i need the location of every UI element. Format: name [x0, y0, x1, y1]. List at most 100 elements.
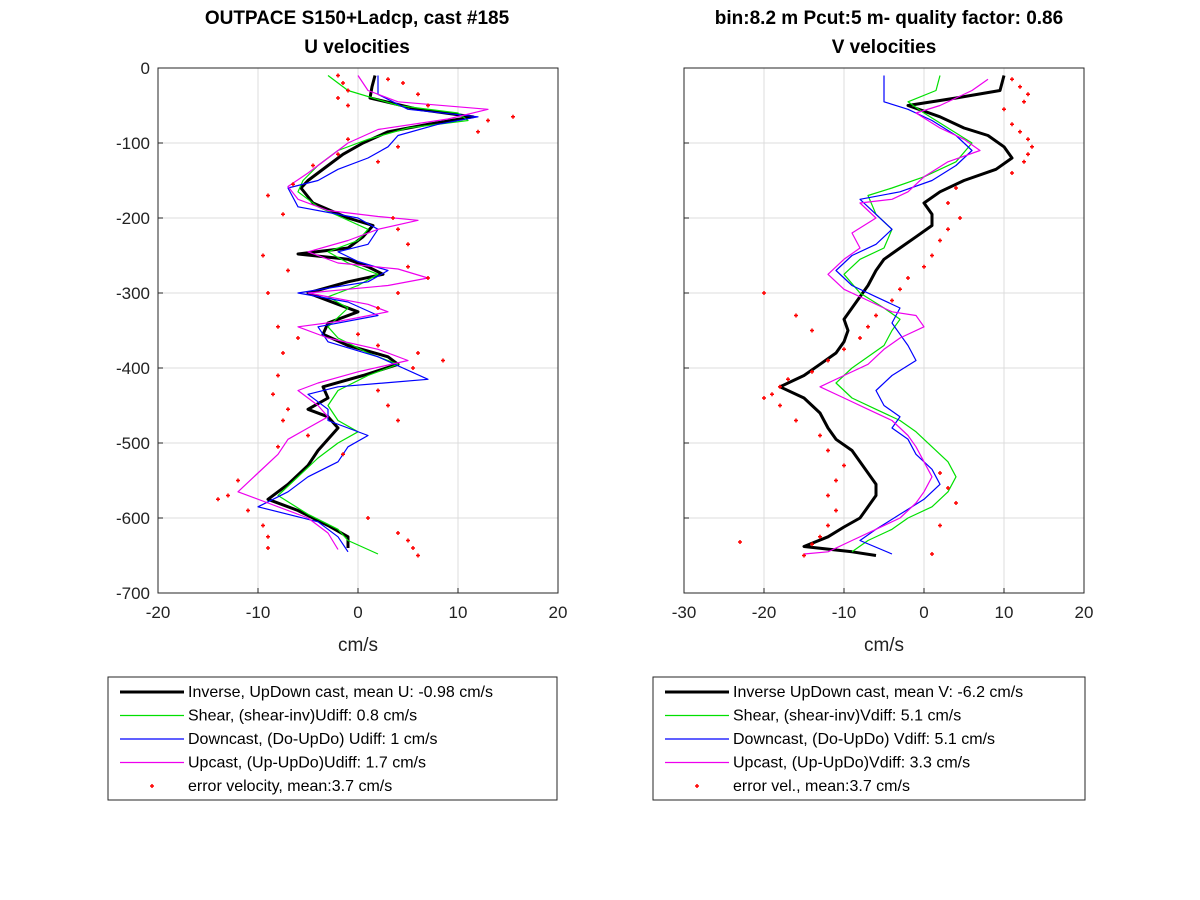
- v-error-velocity-point: [826, 493, 830, 498]
- v-error-velocity-point: [834, 508, 838, 513]
- u-legend-label-0: Inverse, UpDown cast, mean U: -0.98 cm/s: [188, 684, 493, 701]
- u-error-velocity-point: [396, 531, 400, 535]
- u-error-velocity-point: [336, 152, 340, 157]
- v-error-velocity-point: [1026, 137, 1030, 142]
- v-error-velocity-point: [1018, 129, 1022, 134]
- u-error-velocity-point: [416, 553, 420, 558]
- u-error-velocity-point: [416, 92, 420, 97]
- u-error-velocity-point: [376, 388, 380, 393]
- v-error-velocity-point: [866, 324, 870, 329]
- v-error-velocity-point: [778, 384, 782, 389]
- u-y-tick-label: -300: [116, 284, 150, 303]
- v-x-axis-label: cm/s: [864, 635, 904, 656]
- v-error-velocity-point: [954, 186, 958, 190]
- u-error-velocity-point: [266, 291, 270, 295]
- u-x-tick-label: 20: [549, 603, 568, 622]
- v-error-velocity-point: [818, 433, 822, 438]
- u-error-velocity-point: [396, 418, 400, 423]
- u-y-tick-label: -600: [116, 509, 150, 528]
- v-legend-marker-4: [695, 784, 699, 788]
- u-error-velocity-point: [486, 118, 490, 123]
- v-legend-label-3: Upcast, (Up-UpDo)Vdiff: 3.3 cm/s: [733, 755, 970, 772]
- u-error-velocity-point: [286, 268, 290, 273]
- u-y-tick-label: -400: [116, 359, 150, 378]
- u-error-velocity-point: [346, 103, 350, 108]
- v-error-velocity-point: [1010, 171, 1014, 175]
- v-error-velocity-point: [786, 377, 790, 382]
- u-error-velocity-point: [346, 88, 350, 93]
- u-error-velocity-point: [281, 351, 285, 355]
- v-chart-subtitle: V velocities: [832, 37, 937, 58]
- u-error-velocity-point: [386, 77, 390, 82]
- u-y-tick-label: -200: [116, 209, 150, 228]
- u-legend-label-4: error velocity, mean:3.7 cm/s: [188, 778, 392, 795]
- v-x-tick-label: -30: [672, 603, 697, 622]
- u-legend-label-1: Shear, (shear-inv)Udiff: 0.8 cm/s: [188, 708, 417, 725]
- v-error-velocity-point: [826, 358, 830, 363]
- u-series-layer: [216, 73, 515, 558]
- u-error-velocity-point: [396, 144, 400, 149]
- v-error-velocity-point: [818, 534, 822, 539]
- v-error-velocity-point: [930, 253, 934, 258]
- u-error-velocity-point: [236, 478, 240, 483]
- u-error-velocity-point: [336, 96, 340, 100]
- u-error-velocity-point: [346, 137, 350, 142]
- u-legend-label-2: Downcast, (Do-UpDo) Udiff: 1 cm/s: [188, 731, 438, 748]
- v-error-velocity-point: [1022, 159, 1026, 164]
- u-error-velocity-point: [276, 373, 280, 378]
- u-error-velocity-point: [261, 253, 265, 258]
- v-error-velocity-point: [762, 396, 766, 400]
- u-error-velocity-point: [281, 418, 285, 423]
- u-error-velocity-point: [396, 291, 400, 295]
- u-x-tick-label: -20: [146, 603, 171, 622]
- u-error-velocity-point: [341, 452, 345, 457]
- v-series-3-line: [803, 78, 989, 555]
- v-error-velocity-point: [898, 287, 902, 292]
- u-y-tick-label: -500: [116, 434, 150, 453]
- v-plot-frame: [683, 67, 1085, 594]
- v-error-velocity-point: [834, 478, 838, 483]
- v-error-velocity-point: [794, 313, 798, 318]
- u-y-tick-label: -100: [116, 134, 150, 153]
- v-error-velocity-point: [946, 227, 950, 232]
- u-series-4-markers: [216, 73, 515, 558]
- v-series-4-markers: [738, 77, 1034, 558]
- v-x-tick-label: -10: [832, 603, 857, 622]
- v-chart-title: bin:8.2 m Pcut:5 m- quality factor: 0.86: [715, 8, 1063, 29]
- u-error-velocity-point: [406, 264, 410, 269]
- v-error-velocity-point: [906, 276, 910, 280]
- v-error-velocity-point: [762, 291, 766, 295]
- u-series-2-line: [257, 75, 479, 553]
- v-error-velocity-point: [778, 403, 782, 408]
- v-error-velocity-point: [826, 523, 830, 528]
- v-x-tick-label: 20: [1075, 603, 1094, 622]
- u-error-velocity-point: [306, 433, 310, 438]
- u-x-tick-label: 0: [353, 603, 362, 622]
- u-error-velocity-point: [276, 444, 280, 449]
- v-error-velocity-point: [810, 328, 814, 333]
- u-error-velocity-point: [441, 358, 445, 363]
- v-error-velocity-point: [874, 313, 878, 318]
- u-error-velocity-point: [386, 403, 390, 408]
- u-error-velocity-point: [311, 163, 315, 168]
- v-series-2-line: [835, 75, 973, 555]
- v-error-velocity-point: [938, 523, 942, 528]
- u-error-velocity-point: [266, 534, 270, 539]
- u-error-velocity-point: [396, 227, 400, 232]
- u-series-3-line: [237, 75, 489, 550]
- v-x-tick-label: -20: [752, 603, 777, 622]
- v-error-velocity-point: [938, 471, 942, 475]
- u-error-velocity-point: [416, 351, 420, 355]
- u-error-velocity-point: [266, 193, 270, 198]
- v-error-velocity-point: [770, 392, 774, 397]
- v-error-velocity-point: [946, 486, 950, 490]
- u-chart-title: OUTPACE S150+Ladcp, cast #185: [205, 8, 510, 29]
- u-error-velocity-point: [336, 73, 340, 78]
- u-error-velocity-point: [266, 546, 270, 550]
- u-error-velocity-point: [216, 497, 220, 502]
- u-error-velocity-point: [276, 324, 280, 329]
- v-error-velocity-point: [958, 216, 962, 220]
- v-x-tick-label: 10: [995, 603, 1014, 622]
- u-error-velocity-point: [376, 306, 380, 310]
